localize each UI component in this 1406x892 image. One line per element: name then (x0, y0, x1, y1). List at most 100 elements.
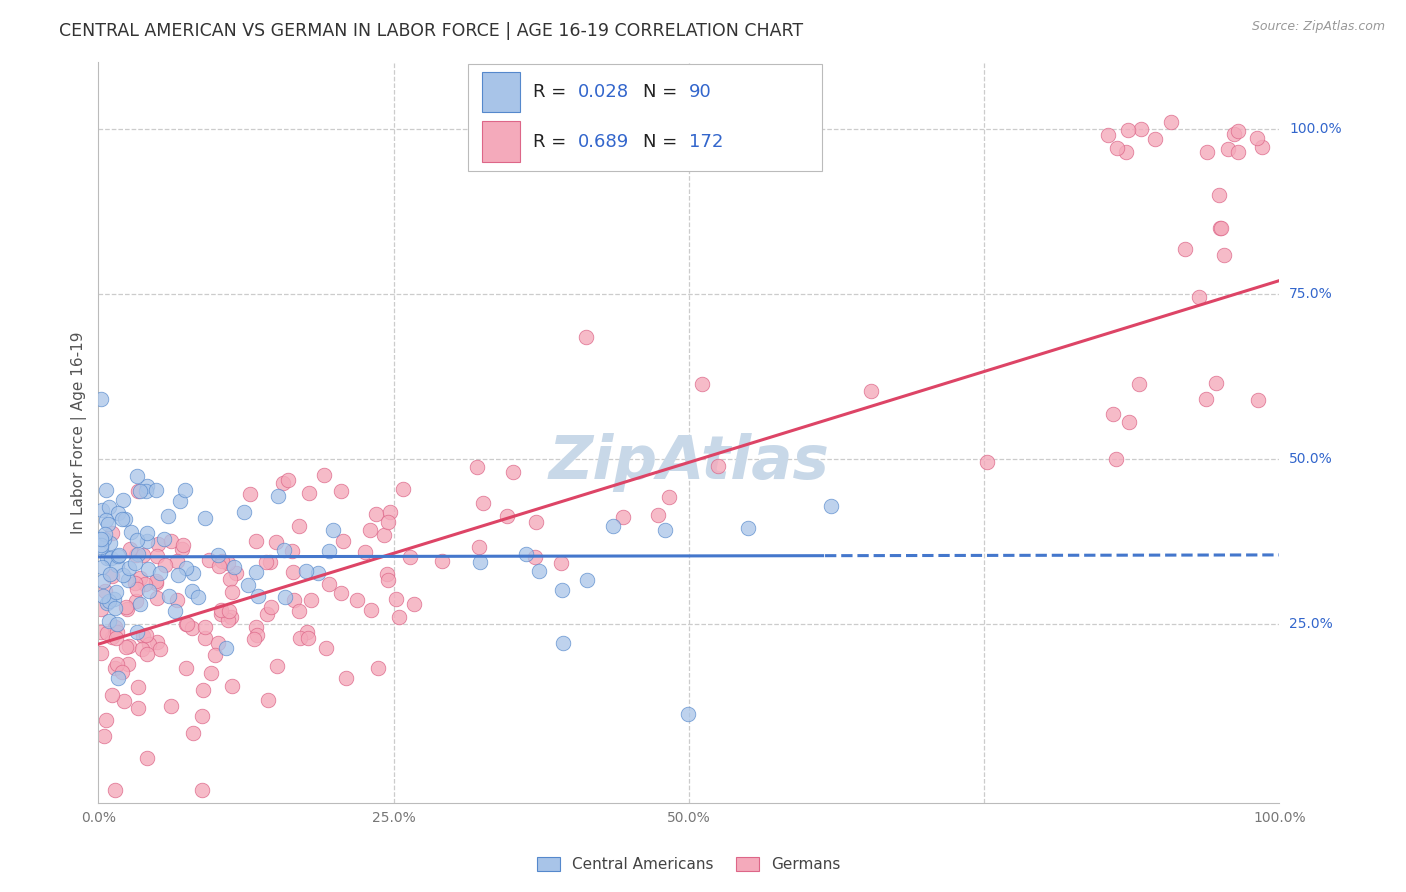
Text: 90: 90 (689, 83, 711, 101)
Point (690, 377, 713, 392)
Point (120, 524, 142, 539)
Text: N =: N = (643, 133, 683, 151)
Point (115, 600, 138, 615)
Point (976, 455, 998, 469)
Point (211, 603, 233, 617)
Point (654, 523, 676, 537)
Point (218, 604, 240, 618)
Point (367, 661, 389, 675)
Point (298, 486, 321, 500)
Point (173, 483, 195, 498)
Point (245, 620, 267, 634)
Point (1247, 393, 1270, 408)
Point (254, 555, 277, 569)
Point (145, 574, 167, 589)
Point (132, 629, 155, 643)
Point (1195, 145, 1218, 159)
Point (402, 598, 425, 612)
Point (125, 469, 148, 483)
Point (1115, 145, 1137, 159)
Point (260, 600, 283, 615)
Point (90, 532, 112, 546)
Point (146, 634, 169, 648)
Point (134, 577, 156, 591)
Point (1209, 221, 1232, 235)
Point (105, 558, 128, 572)
Point (295, 564, 318, 578)
Point (373, 527, 395, 541)
Point (360, 603, 382, 617)
Point (153, 558, 176, 572)
Point (198, 553, 221, 567)
Point (145, 575, 167, 590)
Point (1128, 376, 1150, 391)
Point (112, 693, 135, 707)
Point (90, 625, 112, 640)
Point (318, 544, 340, 558)
Point (136, 534, 159, 549)
Point (101, 688, 124, 702)
Point (90, 646, 112, 660)
Point (127, 484, 149, 499)
Point (1105, 141, 1128, 155)
Point (207, 548, 229, 562)
Point (602, 518, 624, 533)
Point (104, 585, 127, 599)
Point (290, 632, 312, 646)
Point (465, 459, 488, 474)
Point (129, 598, 152, 612)
FancyBboxPatch shape (482, 71, 520, 112)
Point (105, 617, 128, 632)
Point (104, 619, 127, 633)
Point (1226, 145, 1249, 159)
Point (307, 566, 329, 580)
Point (194, 620, 217, 634)
Point (166, 567, 188, 582)
Point (98, 536, 121, 550)
Point (160, 533, 183, 548)
Point (330, 484, 353, 499)
Point (172, 538, 194, 552)
Point (127, 681, 149, 695)
Point (346, 593, 368, 607)
Text: 100.0%: 100.0% (1289, 121, 1341, 136)
Point (117, 602, 139, 616)
Text: ZipAtlas: ZipAtlas (548, 433, 830, 491)
Point (288, 519, 311, 533)
Point (1102, 407, 1125, 421)
Point (468, 540, 491, 554)
Point (430, 554, 453, 568)
Text: N =: N = (643, 83, 683, 101)
Point (93, 532, 115, 546)
Point (737, 521, 759, 535)
Point (194, 511, 217, 525)
Point (1144, 132, 1167, 146)
Point (246, 627, 269, 641)
Point (125, 549, 148, 563)
Point (575, 573, 598, 587)
Point (127, 701, 149, 715)
Point (149, 566, 172, 581)
Point (153, 532, 176, 546)
Point (112, 493, 135, 508)
Point (108, 548, 131, 562)
Point (187, 590, 209, 604)
Point (98, 594, 121, 608)
Text: 0.689: 0.689 (578, 133, 628, 151)
Point (104, 601, 127, 615)
Point (524, 515, 547, 529)
Point (647, 508, 669, 522)
Point (225, 566, 247, 580)
Point (332, 533, 354, 548)
Point (191, 708, 214, 723)
Point (1216, 142, 1239, 156)
Point (117, 657, 139, 671)
Point (219, 572, 242, 586)
Point (98, 567, 121, 582)
Point (1250, 140, 1272, 154)
Text: 172: 172 (689, 133, 723, 151)
Point (105, 657, 128, 671)
Point (118, 639, 141, 653)
Point (104, 782, 127, 797)
Point (330, 586, 353, 600)
